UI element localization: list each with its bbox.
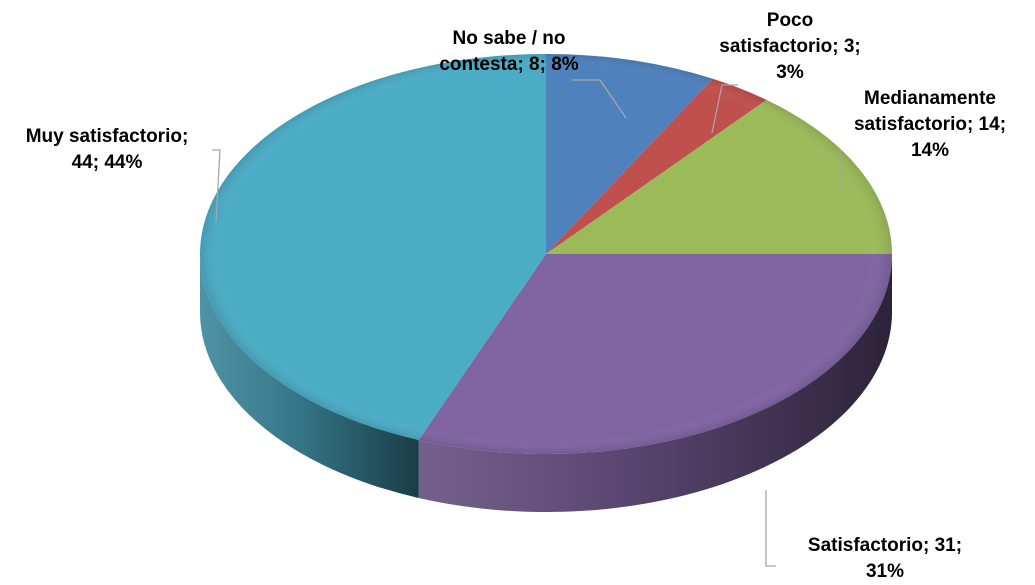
pie-side-shading-satisfactorio (418, 254, 892, 513)
leader-line-satisfactorio (765, 490, 776, 567)
leader-line-muy-satisfactorio (212, 149, 221, 223)
pie-top-bevel (200, 54, 892, 454)
data-label-no-sabe: No sabe / no contesta; 8; 8% (439, 28, 579, 75)
data-label-satisfactorio: Satisfactorio; 31; 31% (807, 535, 963, 582)
pie-side-shading-muy-satisfactorio (199, 254, 419, 498)
data-label-poco-satisfactorio: Poco satisfactorio; 3; 3% (719, 10, 861, 83)
leader-line-no-sabe-no-contesta (572, 79, 627, 119)
data-label-medianamente-satisfactorio: Medianamente satisfactorio; 14; 14% (853, 88, 1007, 161)
leader-lines (212, 79, 841, 567)
data-label-muy-satisfactorio: Muy satisfactorio; 44; 44% (25, 126, 189, 173)
pie-top-layer (199, 54, 892, 455)
leader-line-poco-satisfactorio (711, 84, 738, 134)
pie-side-layer (199, 254, 892, 513)
